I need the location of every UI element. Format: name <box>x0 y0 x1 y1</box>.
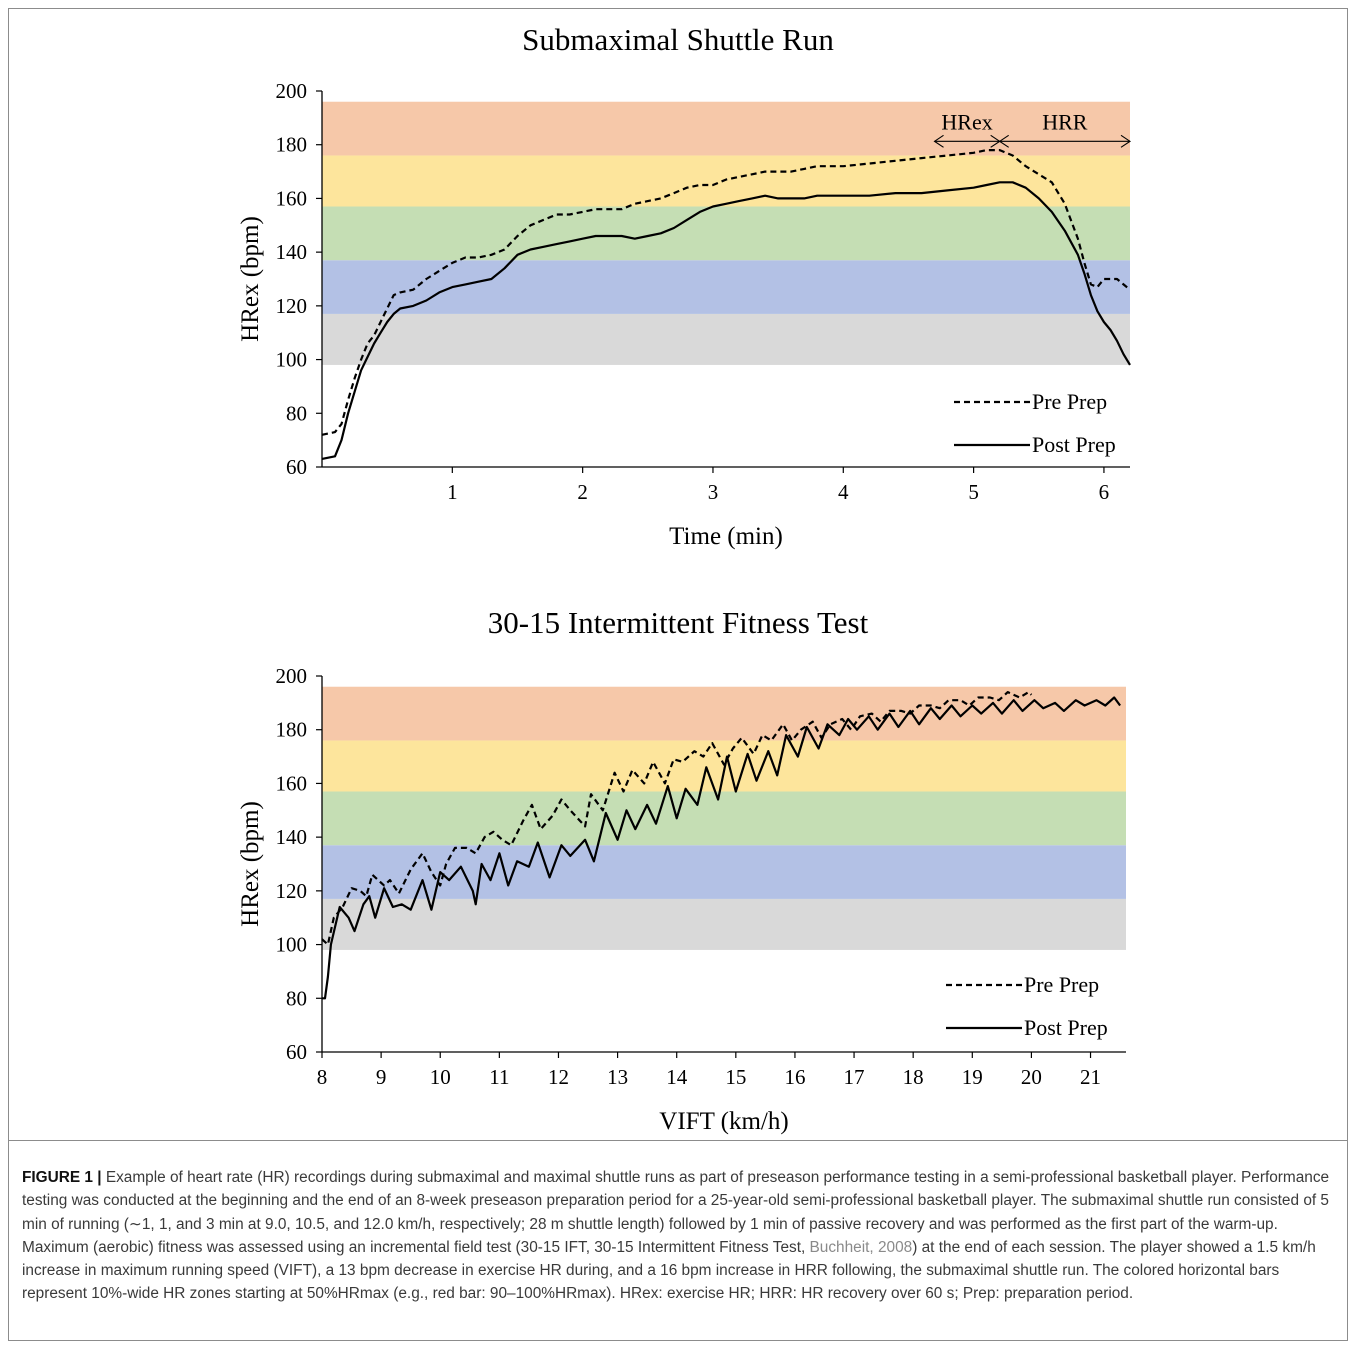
c2-series-line-post-prep <box>322 696 1121 1000</box>
c1-hr-zone-band <box>322 206 1130 261</box>
c1-x-tick-label: 5 <box>968 480 979 504</box>
c1-hr-zone-band <box>322 101 1130 156</box>
c1-x-tick-label: 6 <box>1099 480 1110 504</box>
c2-x-tick-label: 20 <box>1021 1065 1042 1089</box>
c2-y-tick-label: 60 <box>286 1040 307 1064</box>
caption-text-2: ) at the end of each session. The player… <box>22 1238 1316 1303</box>
c2-x-tick-label: 14 <box>666 1065 688 1089</box>
c1-x-axis-label: Time (min) <box>669 523 783 550</box>
c1-y-tick-label: 80 <box>286 401 307 425</box>
c1-y-tick-label: 140 <box>276 240 308 264</box>
c2-series-line-pre-prep <box>321 690 1033 946</box>
c2-x-tick-label: 15 <box>725 1065 746 1089</box>
c1-y-tick-label: 160 <box>276 186 308 210</box>
c2-x-tick-label: 16 <box>784 1065 805 1089</box>
c1-y-tick-label: 200 <box>276 79 308 103</box>
c2-x-tick-label: 19 <box>962 1065 983 1089</box>
c1-annotation-arrowhead-left <box>998 134 1009 148</box>
c2-x-axis-label: VIFT (km/h) <box>659 1108 788 1135</box>
c2-legend-label: Post Prep <box>1024 1015 1108 1040</box>
figure-caption: FIGURE 1 | Example of heart rate (HR) re… <box>22 1166 1338 1306</box>
caption-text-1: Example of heart rate (HR) recordings du… <box>22 1169 1330 1256</box>
c2-x-tick-label: 17 <box>844 1065 865 1089</box>
c2-y-tick-label: 200 <box>276 664 308 688</box>
c1-series-line-pre-prep <box>321 149 1131 436</box>
c1-y-tick-label: 100 <box>276 348 308 372</box>
c2-hr-zone-band <box>322 898 1126 950</box>
c2-x-tick-label: 11 <box>489 1065 509 1089</box>
c2-x-tick-label: 18 <box>903 1065 924 1089</box>
caption-label: FIGURE 1 | <box>22 1169 102 1186</box>
c1-x-tick-label: 4 <box>838 480 849 504</box>
c2-hr-zone-band <box>322 845 1126 899</box>
c2-x-tick-label: 8 <box>317 1065 328 1089</box>
c1-y-axis-label: HRex (bpm) <box>237 216 264 342</box>
c2-x-tick-label: 9 <box>376 1065 387 1089</box>
c1-legend-label: Post Prep <box>1032 432 1116 457</box>
c1-chart-title: Submaximal Shuttle Run <box>522 22 834 57</box>
c1-legend-label: Pre Prep <box>1032 389 1107 414</box>
c1-annotation-label: HRR <box>1042 109 1088 134</box>
shuttle-run-chart: Submaximal Shuttle Run 60 80 100 120 140 160 18… <box>237 22 1131 550</box>
caption-citation-link[interactable]: Buchheit, 2008 <box>809 1238 913 1256</box>
c1-hr-zone-band <box>322 313 1130 365</box>
c1-series-line-post-prep <box>321 181 1131 460</box>
c1-annotation-arrowhead-right <box>1120 134 1131 148</box>
c1-y-tick-label: 180 <box>276 133 308 157</box>
c2-y-tick-label: 80 <box>286 986 307 1010</box>
c1-x-tick-label: 3 <box>708 480 719 504</box>
c2-y-tick-label: 100 <box>276 933 308 957</box>
caption-divider <box>8 1140 1348 1141</box>
c2-y-axis-label: HRex (bpm) <box>237 801 264 927</box>
c2-y-tick-label: 120 <box>276 879 308 903</box>
c1-y-tick-label: 120 <box>276 294 308 318</box>
c1-x-tick-label: 2 <box>577 480 588 504</box>
c2-x-tick-label: 21 <box>1080 1065 1101 1089</box>
c1-x-tick-label: 1 <box>447 480 458 504</box>
c1-hr-zone-band <box>322 155 1130 207</box>
c2-hr-zone-band <box>322 686 1126 741</box>
c2-hr-zone-band <box>322 791 1126 846</box>
c2-x-tick-label: 13 <box>607 1065 628 1089</box>
c2-y-tick-label: 140 <box>276 825 308 849</box>
c2-chart-title: 30-15 Intermittent Fitness Test <box>488 605 869 640</box>
c2-y-tick-label: 160 <box>276 771 308 795</box>
c1-annotation-arrowhead-left <box>933 134 944 148</box>
c2-y-tick-label: 180 <box>276 718 308 742</box>
c1-y-tick-label: 60 <box>286 455 307 479</box>
c1-annotation-label: HRex <box>941 109 992 134</box>
c2-legend-label: Pre Prep <box>1024 972 1099 997</box>
c2-x-tick-label: 12 <box>548 1065 569 1089</box>
c2-x-tick-label: 10 <box>430 1065 451 1089</box>
intermittent-fitness-chart: 30-15 Intermittent Fitness Test 60 80 100 12… <box>237 605 1126 1135</box>
